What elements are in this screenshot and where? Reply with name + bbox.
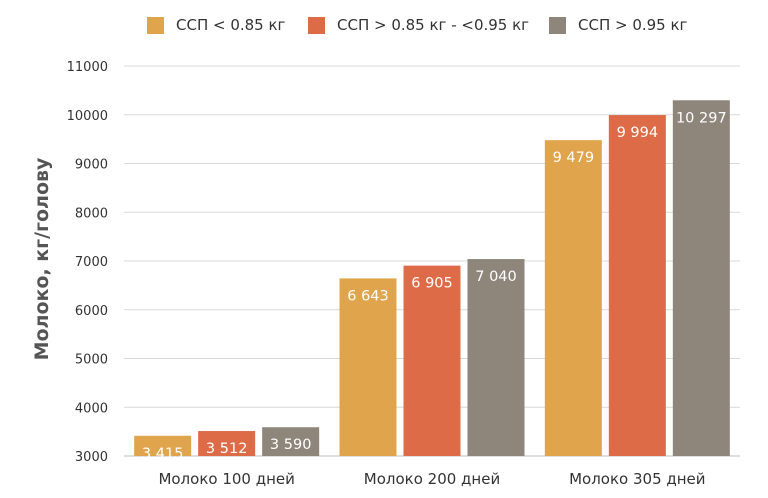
x-tick-label: Молоко 200 дней [364,470,500,488]
y-axis-ticks: 3000 4000 5000 6000 7000 8000 9000 10000 11000 [67,60,108,465]
legend-swatch-series-2 [308,16,325,34]
legend: ССП < 0.85 кг ССП > 0.85 кг - <0.95 кг С… [0,13,768,37]
x-axis-ticks: Молоко 100 дней Молоко 200 дней Молоко 305… [158,470,705,488]
bar [544,140,602,456]
bar-value-label: 10 297 [676,110,727,126]
bar [403,265,461,456]
bar-value-label: 3 590 [270,437,312,453]
legend-item-series-1: ССП < 0.85 кг [147,13,285,37]
legend-label-series-1: ССП < 0.85 кг [176,16,286,34]
x-tick-label: Молоко 100 дней [158,470,294,488]
bar [262,427,320,456]
x-tick-label: Молоко 305 дней [569,470,705,488]
bar-value-label: 3 415 [142,446,184,462]
legend-item-series-3: ССП > 0.95 кг [549,13,687,37]
y-tick-label: 7000 [75,255,108,270]
y-tick-label: 8000 [75,206,108,221]
bar [672,100,730,457]
bars: 3 415 3 512 3 590 6 643 6 905 7 040 9 479 9 994… [134,100,730,462]
y-tick-label: 4000 [75,401,108,416]
bar [134,435,192,456]
bar-value-label: 7 040 [475,269,517,285]
bar-value-label: 9 994 [617,125,659,141]
legend-label-series-2: ССП > 0.85 кг - <0.95 кг [337,16,530,34]
bar [198,431,256,456]
bar [339,278,397,456]
legend-swatch-series-3 [549,16,566,34]
y-tick-label: 11000 [67,60,108,75]
y-tick-label: 10000 [67,109,108,124]
y-axis-label: Молоко, кг/голову [31,157,53,360]
y-tick-label: 6000 [75,304,108,319]
y-tick-label: 5000 [75,353,108,368]
bar [467,259,525,456]
legend-label-series-3: ССП > 0.95 кг [578,16,688,34]
legend-item-series-2: ССП > 0.85 кг - <0.95 кг [308,13,529,37]
bar-value-label: 6 905 [411,276,453,292]
legend-swatch-series-1 [147,16,164,34]
y-tick-label: 3000 [75,450,108,465]
bar-value-label: 6 643 [347,288,389,304]
y-tick-label: 9000 [75,158,108,173]
bar-value-label: 3 512 [206,441,248,457]
bar-value-label: 9 479 [553,150,595,166]
bar [608,115,666,456]
